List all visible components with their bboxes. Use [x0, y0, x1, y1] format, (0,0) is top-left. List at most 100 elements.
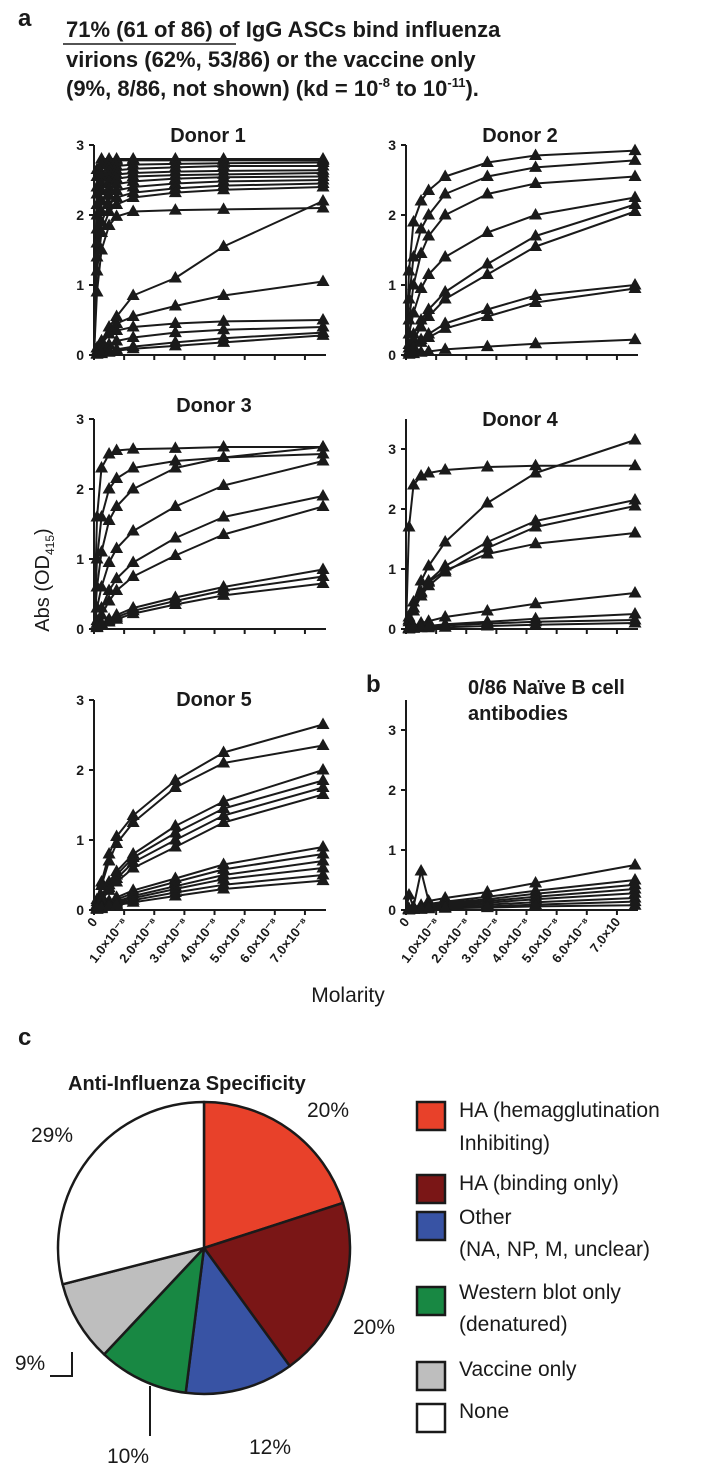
data-point-marker: [414, 246, 428, 258]
data-point-marker: [110, 443, 124, 455]
x-tick-labels: 01.0×10⁻⁸2.0×10⁻⁸3.0×10⁻⁸4.0×10⁻⁸5.0×10⁻…: [84, 915, 623, 966]
y-tick-label: 1: [76, 551, 84, 567]
data-point-marker: [422, 302, 436, 314]
series-2: [402, 153, 642, 356]
data-point-marker: [126, 861, 140, 873]
series-5: [402, 526, 642, 630]
data-point-marker: [438, 208, 452, 220]
header-line3-pre: (9%, 8/86, not shown) (kd = 10: [66, 76, 378, 101]
data-point-marker: [217, 756, 231, 768]
legend-swatch-2: [415, 1173, 447, 1205]
series-line: [93, 575, 324, 630]
data-point-marker: [316, 763, 330, 775]
data-point-marker: [480, 547, 494, 559]
data-point-marker: [529, 148, 543, 160]
panel-5-x-tick-label: 0: [84, 915, 100, 930]
data-point-marker: [529, 458, 543, 471]
data-point-marker: [316, 447, 330, 459]
data-point-marker: [316, 738, 330, 750]
data-point-marker: [480, 257, 494, 269]
data-point-marker: [217, 815, 231, 827]
series-3: [90, 440, 330, 630]
y-tick-label: 3: [76, 137, 84, 153]
data-point-marker: [414, 320, 428, 332]
data-point-marker: [168, 461, 182, 473]
data-point-marker: [217, 335, 231, 347]
y-tick-label: 0: [76, 347, 84, 363]
panel-a-header-line1: 71% (61 of 86) of IgG ASCs bind influenz…: [66, 17, 501, 42]
series-12: [90, 873, 330, 914]
legend-label: Other: [459, 1206, 512, 1229]
data-point-marker: [628, 586, 642, 598]
data-point-marker: [628, 332, 642, 345]
data-point-marker: [414, 222, 428, 234]
data-point-marker: [168, 819, 182, 831]
data-point-marker: [110, 183, 124, 195]
data-point-marker: [217, 182, 231, 195]
data-point-marker: [168, 780, 182, 792]
data-point-marker: [628, 526, 642, 538]
data-point-marker: [110, 571, 124, 584]
data-point-marker: [316, 773, 330, 785]
data-point-marker: [316, 840, 330, 852]
data-point-marker: [414, 469, 428, 481]
data-point-marker: [217, 527, 231, 539]
y-tick-label: 2: [388, 782, 396, 798]
data-point-marker: [316, 328, 330, 340]
line-panel-3: Donor 3 0 1 2 3: [76, 395, 330, 637]
data-point-marker: [422, 208, 436, 220]
data-point-marker: [126, 341, 140, 354]
data-point-marker: [110, 583, 124, 595]
data-point-marker: [168, 773, 182, 785]
data-point-marker: [402, 888, 416, 900]
pie-chart: 20% 20% 12% 10% 9% 29%: [15, 1099, 395, 1468]
pie-value-label: 20%: [353, 1316, 395, 1339]
data-point-marker: [628, 499, 642, 511]
y-tick-label: 2: [388, 207, 396, 223]
data-point-marker: [414, 864, 428, 876]
data-point-marker: [126, 606, 140, 619]
data-point-marker: [414, 194, 428, 206]
series-1: [90, 440, 330, 630]
data-point-marker: [422, 267, 436, 279]
panel-title: Donor 2: [482, 125, 558, 147]
data-point-marker: [217, 322, 231, 335]
y-tick-label: 0: [76, 621, 84, 637]
data-point-marker: [480, 302, 494, 314]
data-point-marker: [407, 306, 421, 318]
data-point-marker: [217, 478, 231, 490]
series-line: [405, 149, 636, 356]
data-point-marker: [529, 520, 543, 532]
panel-c-letter: c: [18, 1024, 31, 1051]
y-tick-label: 0: [388, 621, 396, 637]
data-point-marker: [90, 264, 104, 276]
data-point-marker: [95, 545, 109, 557]
data-point-marker: [422, 575, 436, 587]
data-point-marker: [422, 620, 436, 633]
data-point-marker: [217, 314, 231, 326]
data-point-marker: [168, 548, 182, 560]
data-point-marker: [168, 299, 182, 311]
data-point-marker: [316, 854, 330, 866]
data-point-marker: [316, 274, 330, 286]
data-point-marker: [480, 225, 494, 237]
data-point-marker: [529, 288, 543, 300]
line-panel-6: 0/86 Naïve B cell antibodies 0 1 2 3: [388, 677, 642, 918]
data-point-marker: [316, 313, 330, 325]
data-point-marker: [110, 875, 124, 887]
data-point-marker: [217, 794, 231, 806]
panel-title: Donor 3: [176, 395, 252, 417]
line-panel-4: Donor 4 0 1 2 3: [388, 409, 642, 637]
data-point-marker: [217, 288, 231, 300]
series-8: [90, 569, 330, 632]
data-point-marker: [628, 143, 642, 156]
data-point-marker: [529, 876, 543, 888]
data-point-marker: [529, 239, 543, 251]
data-point-marker: [316, 873, 330, 886]
y-tick-label: 1: [76, 277, 84, 293]
data-point-marker: [422, 229, 436, 241]
data-point-marker: [126, 442, 140, 454]
series-line: [93, 460, 324, 630]
series-3: [402, 169, 642, 356]
data-point-marker: [414, 586, 428, 598]
